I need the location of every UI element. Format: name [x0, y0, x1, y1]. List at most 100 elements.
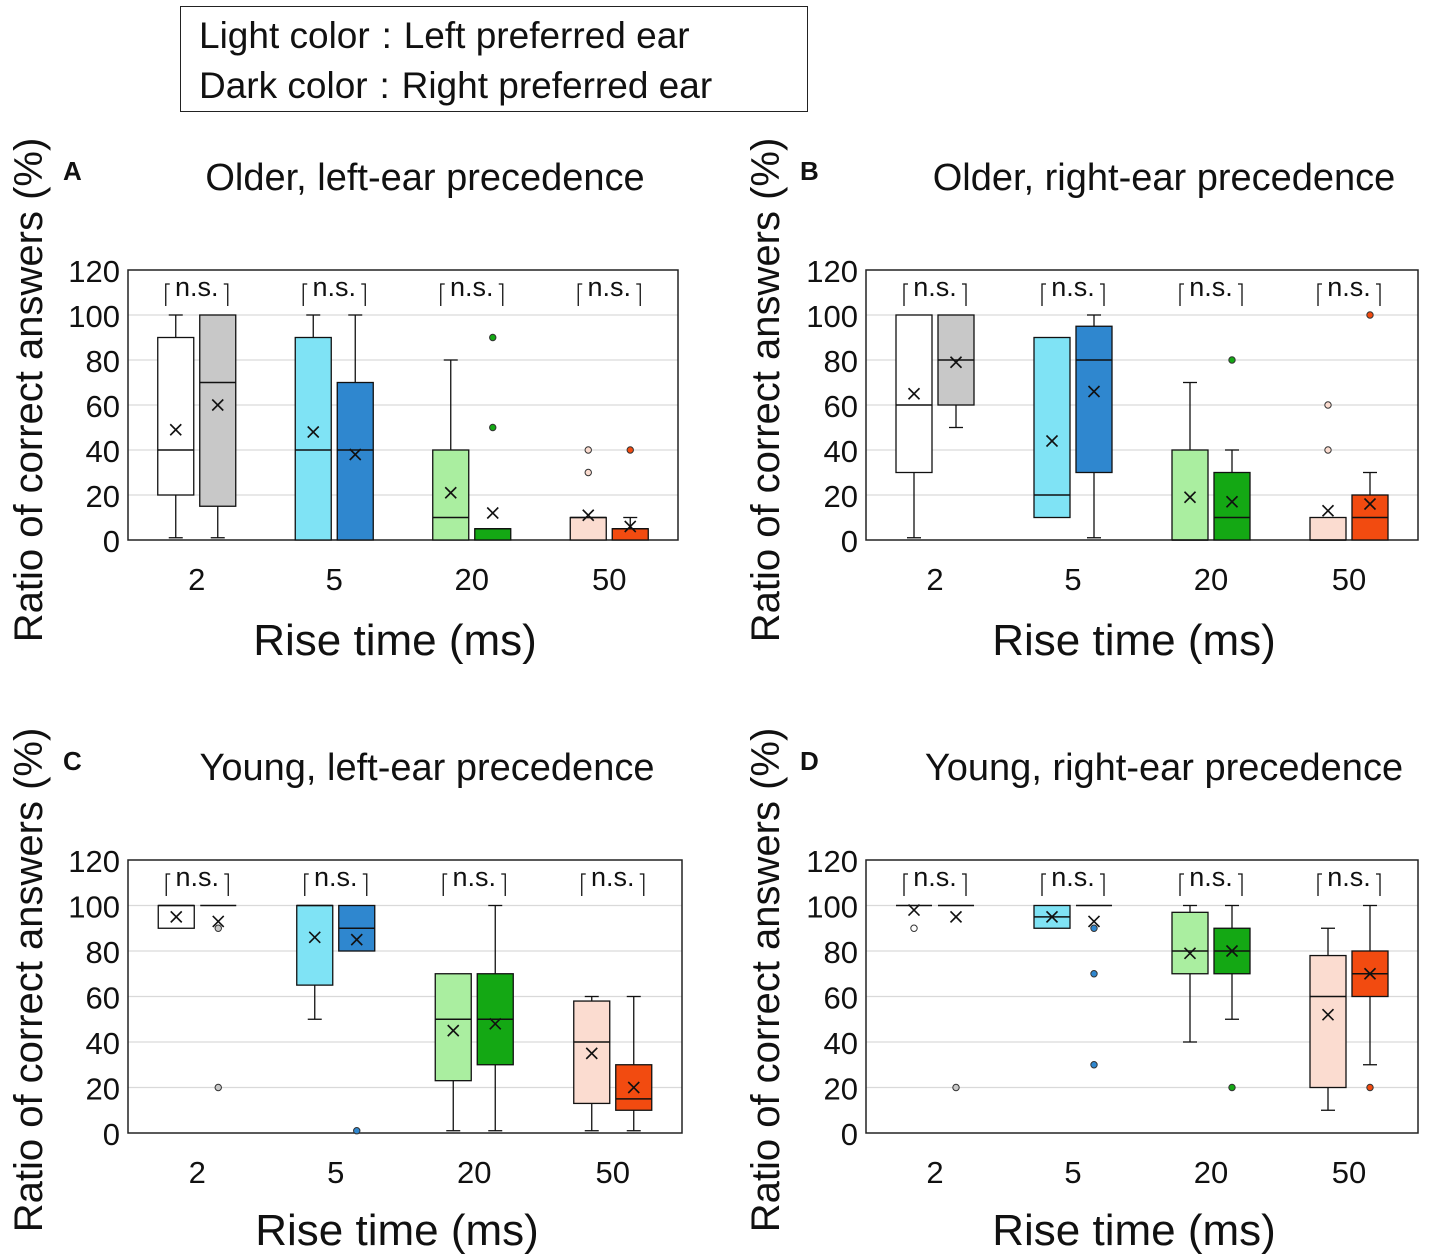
significance-bracket: n.s.	[165, 272, 229, 306]
legend-dark-value: Right preferred ear	[401, 65, 713, 106]
bracket-left	[304, 873, 309, 896]
significance-label: n.s.	[587, 272, 631, 302]
mean-marker-stroke	[1183, 491, 1197, 504]
bracket-right	[1376, 873, 1381, 896]
y-tick-label: 0	[103, 1117, 120, 1152]
bracket-right	[361, 283, 366, 306]
y-tick-label: 40	[824, 1026, 858, 1061]
panel-title: Young, left-ear precedence	[200, 747, 655, 789]
mean-marker	[1225, 495, 1239, 508]
legend-dark-entry: Dark color: Right preferred ear	[199, 65, 712, 107]
outlier-point	[1228, 1083, 1236, 1092]
box-right-ear-2ms	[937, 314, 975, 429]
bracket-left	[165, 283, 170, 306]
x-tick-label: 5	[1064, 1155, 1081, 1190]
x-tick-label: 50	[592, 562, 626, 597]
mean-marker	[1045, 910, 1059, 923]
bracket-left	[1179, 283, 1184, 306]
significance-bracket: n.s.	[581, 862, 645, 896]
x-axis-label: Rise time (ms)	[992, 1206, 1276, 1255]
y-tick-label: 80	[824, 935, 858, 970]
mean-marker	[1183, 491, 1197, 504]
plot-frame	[865, 269, 1419, 541]
box-right-ear-50ms	[615, 995, 653, 1132]
mean-marker-stroke	[350, 933, 363, 946]
plot-frame	[127, 269, 679, 541]
mean-marker	[349, 448, 362, 461]
mean-marker	[907, 903, 921, 917]
mean-marker	[907, 387, 921, 400]
mean-marker	[1045, 434, 1059, 448]
box-body	[1309, 516, 1347, 541]
bracket-left	[302, 283, 308, 306]
significance-bracket: n.s.	[1179, 272, 1243, 306]
outlier-point	[952, 1083, 960, 1092]
box-right-ear-20ms	[1213, 904, 1251, 1092]
mean-marker	[307, 425, 320, 439]
y-tick-label: 60	[86, 981, 120, 1016]
box-body	[1033, 336, 1071, 519]
y-tick-label: 120	[68, 254, 120, 289]
box-left-ear-5ms	[1033, 336, 1071, 519]
box-right-ear-5ms	[336, 314, 374, 541]
bracket-left	[581, 873, 586, 896]
x-tick-label: 5	[327, 1155, 344, 1190]
x-tick-label: 2	[926, 562, 943, 597]
mean-marker	[949, 356, 963, 369]
bracket-right	[1238, 873, 1243, 896]
y-tick-label: 0	[103, 524, 120, 559]
outlier-point	[214, 924, 222, 932]
legend-light-value: Left preferred ear	[403, 15, 690, 56]
mean-marker-stroke	[585, 1047, 598, 1060]
outlier-point	[910, 924, 918, 932]
significance-bracket: n.s.	[577, 272, 641, 306]
mean-marker	[1087, 385, 1101, 398]
outlier-point	[214, 1083, 222, 1092]
x-tick-label: 20	[455, 562, 489, 597]
outlier-point	[1324, 446, 1332, 454]
mean-marker-stroke	[1183, 947, 1197, 960]
box-left-ear-5ms	[296, 904, 334, 1020]
box-body	[296, 904, 334, 986]
box-body	[573, 1000, 611, 1105]
mean-marker	[624, 520, 637, 533]
bracket-right	[1100, 873, 1105, 896]
mean-marker-stroke	[949, 910, 963, 923]
panel-c: 0 20 40 60 80 100 120 n.s. 2 n.s. 5 n.s. 20 n.s. 50 C Yo…	[7, 728, 683, 1255]
significance-label: n.s.	[175, 272, 219, 302]
box-right-ear-5ms	[1075, 314, 1113, 539]
y-tick-label: 100	[68, 890, 120, 925]
significance-bracket: n.s.	[1317, 272, 1381, 306]
y-tick-label: 60	[86, 389, 120, 424]
y-tick-label: 100	[806, 890, 858, 925]
mean-marker-stroke	[170, 910, 183, 923]
significance-label: n.s.	[591, 862, 635, 892]
panel-a: 0 20 40 60 80 100 120 n.s. 2 n.s. 5 n.s. 20 n.s. 50 A Ol…	[7, 138, 679, 665]
box-left-ear-20ms	[1171, 904, 1209, 1043]
y-axis-label: Ratio of correct answers (%)	[744, 728, 788, 1233]
box-body	[336, 381, 374, 541]
significance-label: n.s.	[1051, 272, 1095, 302]
y-tick-label: 80	[86, 935, 120, 970]
significance-label: n.s.	[452, 862, 496, 892]
x-axis-label: Rise time (ms)	[253, 616, 537, 665]
significance-bracket: n.s.	[302, 272, 366, 306]
box-body	[432, 449, 470, 541]
bracket-left	[903, 873, 908, 896]
bracket-right	[1100, 283, 1105, 306]
mean-marker	[489, 1017, 502, 1030]
panel-b: 0 20 40 60 80 100 120 n.s. 2 n.s. 5 n.s. 20 n.s. 50 B Ol…	[744, 138, 1419, 665]
mean-marker-stroke	[1321, 504, 1335, 517]
mean-marker	[170, 910, 183, 923]
significance-bracket: n.s.	[304, 862, 368, 896]
panel-letter: C	[63, 746, 82, 776]
significance-label: n.s.	[1327, 272, 1371, 302]
significance-label: n.s.	[1051, 862, 1095, 892]
y-axis-label: Ratio of correct answers (%)	[7, 728, 51, 1233]
legend-dark-key: Dark color	[199, 65, 368, 106]
significance-bracket: n.s.	[1179, 862, 1243, 896]
bracket-left	[165, 873, 171, 896]
box-right-ear-20ms	[1213, 356, 1251, 541]
box-body	[569, 516, 607, 541]
panel-title: Older, left-ear precedence	[205, 157, 644, 199]
